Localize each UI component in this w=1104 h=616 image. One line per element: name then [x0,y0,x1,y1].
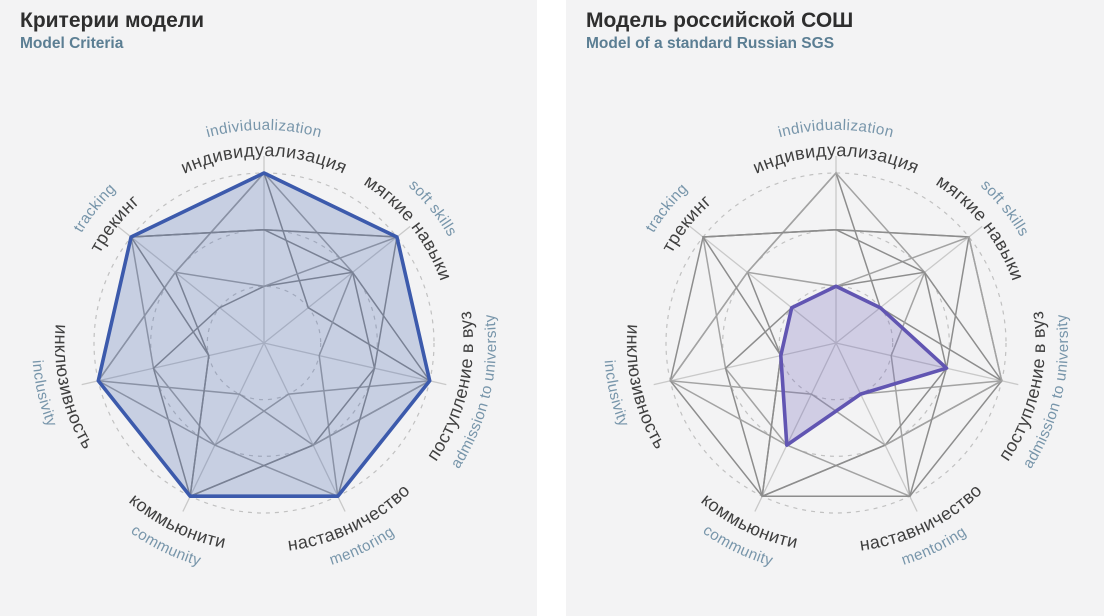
grid-ring [93,172,435,514]
highlight-polygon [779,284,949,447]
panel-title: Модель российской СОШ [586,9,854,32]
grid-ring [206,285,322,401]
axis-spoke [263,342,447,386]
axis-spoke [263,342,346,512]
background-series-polygon [669,228,970,498]
axis-label-ru: наставничество [858,480,985,555]
axis-spoke [835,342,1019,386]
axis-spoke [835,225,983,344]
axis-label-en: individualization [204,117,323,141]
radar-chart-model-criteria: индивидуализацияindividualizationмягкие … [29,117,500,570]
axis-spoke [182,342,265,512]
panel-header-russian-sgs: Модель российской СОШ Model of a standar… [586,8,853,54]
panel-subtitle: Model Criteria [20,35,124,53]
axis-label-ru: инклюзивность [623,324,671,453]
panel-russian-sgs: индивидуализация individualization мягкие … [566,0,1104,616]
axis-spoke [117,225,265,344]
axis-spoke [653,342,837,386]
background-series-polygon [668,235,1003,446]
background-series-polygon [701,228,948,497]
axis-label-en: individualization [776,117,895,141]
axis-spoke [754,342,837,512]
panel-title: Критерии модели [20,9,205,32]
axis-spoke [835,342,918,512]
panel-header-model-criteria: Критерии модели Model Criteria [20,8,204,54]
grid-ring [665,172,1007,514]
axis-spoke [263,225,411,344]
highlight-polygon [96,171,432,499]
radar-chart-russian-sgs: индивидуализацияindividualizationмягкие … [601,117,1072,570]
grid-ring [778,285,894,401]
axis-label-ru: инклюзивность [51,324,99,453]
panel-model-criteria: индивидуализация individualization мягкие … [0,0,537,616]
axis-spoke [81,342,265,386]
axis-spoke [689,225,837,344]
panel-subtitle: Model of a standard Russian SGS [586,35,835,53]
